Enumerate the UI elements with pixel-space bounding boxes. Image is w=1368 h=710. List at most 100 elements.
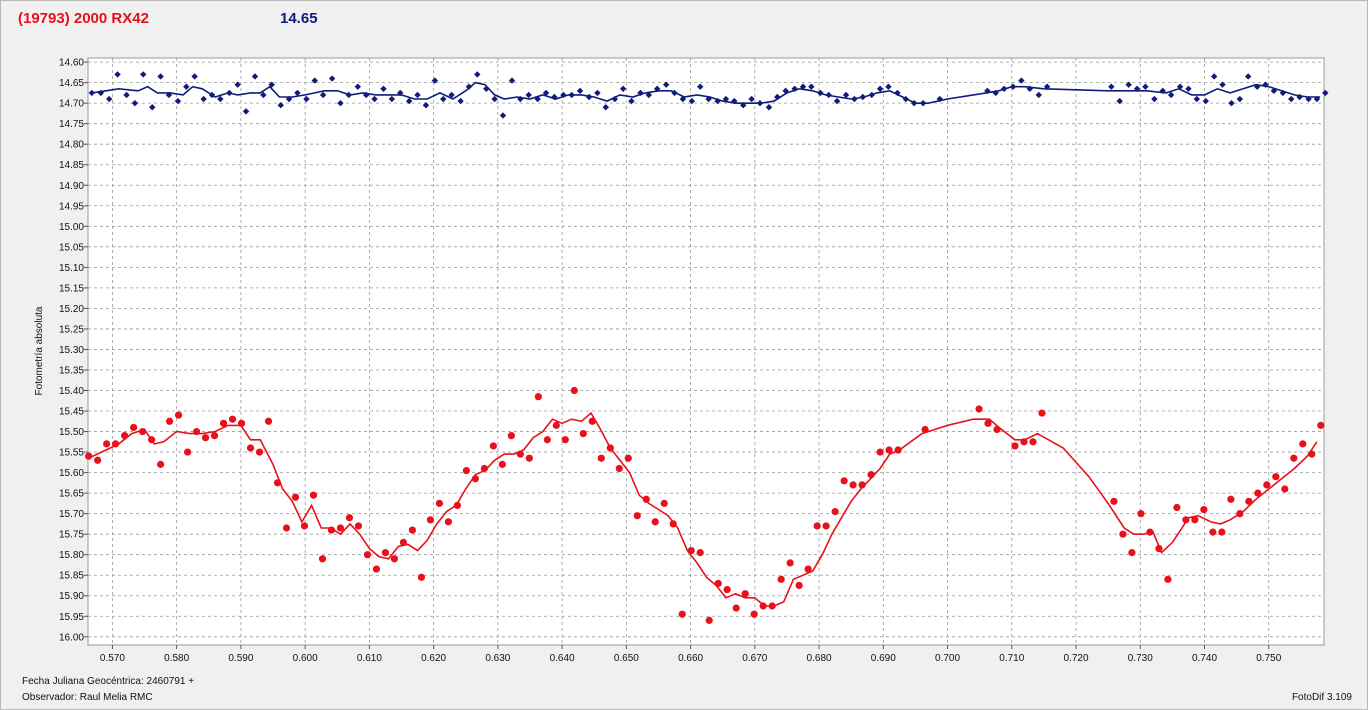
target-point — [255, 448, 264, 456]
reference-point — [1219, 81, 1226, 88]
target-point — [345, 514, 354, 522]
y-tick-label: 15.50 — [59, 427, 84, 438]
target-point — [570, 386, 578, 395]
reference-point — [303, 95, 310, 103]
y-tick-label: 15.15 — [59, 283, 84, 294]
reference-point — [1228, 99, 1235, 107]
reference-point — [465, 83, 473, 90]
reference-point — [131, 99, 139, 107]
reference-point — [833, 97, 841, 105]
target-point — [327, 526, 336, 534]
reference-point — [551, 93, 558, 101]
target-point — [759, 602, 767, 610]
reference-point — [474, 71, 481, 78]
reference-point — [388, 95, 396, 103]
y-tick-label: 15.00 — [59, 222, 84, 233]
reference-point — [174, 97, 182, 105]
target-point — [498, 460, 506, 468]
target-point — [831, 507, 839, 516]
target-point — [1020, 438, 1028, 446]
target-point — [1299, 440, 1307, 448]
reference-point — [208, 91, 216, 99]
reference-point — [1000, 85, 1008, 92]
target-point — [1182, 516, 1190, 524]
reference-point — [1167, 91, 1175, 99]
reference-point — [560, 91, 567, 99]
target-point — [1137, 510, 1145, 518]
reference-point — [1116, 97, 1123, 105]
reference-point — [984, 87, 991, 95]
target-point — [103, 440, 111, 448]
target-series — [85, 386, 1325, 624]
reference-point — [919, 99, 927, 107]
reference-point — [1210, 73, 1218, 80]
y-tick-label: 16.00 — [59, 632, 84, 643]
target-point — [822, 522, 830, 530]
x-tick-label: 0.620 — [421, 653, 446, 664]
reference-point — [491, 95, 498, 103]
target-point — [543, 436, 551, 444]
reference-point — [123, 91, 130, 99]
reference-point — [885, 83, 892, 90]
target-point — [687, 546, 695, 555]
target-point — [561, 436, 569, 444]
reference-point — [992, 89, 999, 97]
reference-point — [628, 97, 635, 105]
reference-point — [740, 102, 747, 109]
target-point — [876, 448, 884, 456]
target-point — [1317, 421, 1325, 429]
reference-point — [422, 102, 430, 109]
target-point — [156, 460, 165, 468]
target-point — [921, 425, 929, 434]
x-tick-label: 0.590 — [228, 653, 253, 664]
reference-point — [799, 83, 807, 90]
y-tick-label: 14.80 — [59, 140, 84, 151]
reference-point — [1026, 85, 1033, 92]
target-point — [633, 512, 641, 520]
target-point — [489, 442, 497, 450]
x-tick-label: 0.660 — [678, 653, 703, 664]
reference-point — [653, 85, 661, 92]
reference-point — [876, 85, 884, 92]
x-tick-label: 0.710 — [999, 653, 1024, 664]
reference-point — [97, 89, 105, 97]
target-point — [1011, 442, 1019, 450]
target-point — [462, 466, 470, 475]
target-point — [1128, 549, 1136, 557]
target-point — [849, 481, 857, 489]
x-tick-label: 0.730 — [1128, 653, 1153, 664]
target-point — [210, 432, 219, 440]
target-point — [1155, 544, 1163, 553]
target-point — [121, 432, 129, 440]
target-point — [534, 393, 542, 401]
reference-point — [165, 91, 173, 99]
reference-point — [1151, 95, 1158, 103]
reference-point — [705, 95, 712, 103]
reference-point — [371, 95, 378, 103]
reference-point — [645, 91, 653, 99]
target-point — [768, 602, 776, 610]
target-point — [552, 421, 560, 429]
y-tick-label: 15.10 — [59, 263, 84, 274]
target-point — [1173, 503, 1181, 512]
reference-point — [1159, 87, 1166, 95]
target-point — [147, 436, 156, 444]
target-point — [651, 518, 659, 526]
target-point — [318, 555, 327, 563]
reference-point — [200, 95, 207, 103]
target-point — [1281, 485, 1289, 493]
reference-point — [1270, 87, 1278, 95]
y-tick-label: 15.70 — [59, 509, 84, 520]
reference-point — [1262, 81, 1269, 88]
reference-point — [242, 108, 250, 115]
y-axis-label: Fotometría absoluta — [34, 306, 45, 395]
y-tick-label: 15.05 — [59, 242, 84, 253]
plot-area — [87, 57, 1325, 646]
target-point — [732, 604, 740, 612]
reference-point — [894, 89, 901, 97]
reference-point — [1035, 91, 1042, 99]
target-point — [624, 454, 632, 462]
target-point — [112, 440, 120, 448]
reference-point — [611, 95, 618, 103]
target-point — [399, 538, 408, 546]
